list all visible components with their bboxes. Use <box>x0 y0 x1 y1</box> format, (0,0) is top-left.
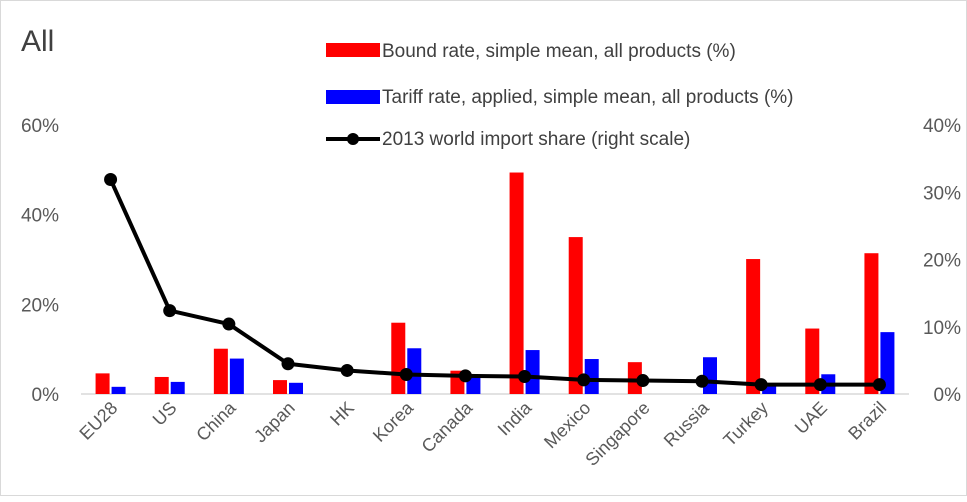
tariff-rate-bar <box>229 358 244 394</box>
x-category-label: Japan <box>250 398 299 447</box>
y-right-tick-label: 30% <box>923 183 961 204</box>
import-share-marker <box>577 373 591 387</box>
import-share-marker <box>281 357 295 371</box>
x-category-label: Canada <box>418 397 477 456</box>
import-share-marker <box>340 363 354 377</box>
import-share-marker <box>222 317 236 331</box>
y-left-tick-label: 0% <box>32 385 60 406</box>
import-share-marker <box>518 370 532 384</box>
x-category-label: China <box>192 397 240 445</box>
legend-marker-import-share <box>347 133 359 145</box>
x-category-label: Turkey <box>719 398 772 451</box>
import-share-marker <box>104 172 118 186</box>
import-share-marker <box>813 378 827 392</box>
x-category-label: India <box>494 397 536 439</box>
x-axis-labels: EU28 US China Japan HK Korea Canada India Mexico… <box>75 397 890 470</box>
import-share-line <box>108 178 880 387</box>
bound-rate-bar <box>273 380 287 394</box>
chart-title: All <box>21 25 54 58</box>
legend-swatch-tariff-rate <box>326 90 380 104</box>
tariff-rate-bar <box>111 386 126 394</box>
y-right-tick-label: 40% <box>923 116 961 137</box>
y-axis-right: 0% 10% 20% 30% 40% <box>923 116 961 406</box>
import-share-marker <box>695 374 709 388</box>
y-left-tick-label: 60% <box>21 116 59 137</box>
x-category-label: Brazil <box>844 398 890 444</box>
y-left-tick-label: 40% <box>21 206 59 227</box>
import-share-line-group <box>104 172 886 392</box>
legend: Bound rate, simple mean, all products (%… <box>326 41 794 150</box>
import-share-marker <box>872 378 886 392</box>
bound-rate-bar <box>391 322 406 394</box>
x-category-label: EU28 <box>75 398 121 444</box>
bound-rate-bar <box>509 172 524 394</box>
y-axis-left: 0% 20% 40% 60% <box>21 116 59 406</box>
tariff-rate-bar <box>880 332 895 394</box>
bound-rate-bar <box>568 237 583 394</box>
x-category-label: HK <box>326 398 358 430</box>
y-right-tick-label: 20% <box>923 251 961 272</box>
x-category-label: Korea <box>369 397 418 446</box>
legend-swatch-bound-rate <box>326 43 380 57</box>
bound-rate-bar <box>805 328 820 394</box>
import-share-marker <box>163 304 177 318</box>
import-share-marker <box>636 374 650 388</box>
import-share-marker <box>754 378 768 392</box>
x-category-label: Mexico <box>540 398 594 452</box>
bound-rate-bar <box>154 376 169 394</box>
import-share-marker <box>399 367 413 381</box>
bound-rate-bar <box>213 348 228 394</box>
bars-group <box>95 172 895 394</box>
bound-rate-bar <box>95 373 110 394</box>
tariff-rate-bar <box>407 348 422 394</box>
legend-label-import-share: 2013 world import share (right scale) <box>382 129 690 150</box>
x-category-label: Singapore <box>582 398 654 470</box>
x-category-label: Russia <box>660 397 714 451</box>
bound-rate-bar <box>864 253 879 394</box>
tariff-rate-bar <box>584 359 599 394</box>
tariff-rate-bar <box>170 381 185 394</box>
legend-label-tariff-rate: Tariff rate, applied, simple mean, all p… <box>382 87 794 108</box>
y-left-tick-label: 20% <box>21 295 59 316</box>
x-category-label: UAE <box>791 398 831 438</box>
x-category-label: US <box>149 398 181 430</box>
legend-label-bound-rate: Bound rate, simple mean, all products (%… <box>382 41 736 62</box>
tariff-rate-bar <box>762 383 777 394</box>
y-right-tick-label: 10% <box>923 318 961 339</box>
bound-rate-bar <box>746 259 761 394</box>
bound-rate-bar <box>627 362 642 394</box>
tariff-rate-bar <box>525 350 540 394</box>
tariff-rate-bar <box>289 382 303 394</box>
y-right-tick-label: 0% <box>934 385 962 406</box>
import-share-marker <box>458 369 472 383</box>
